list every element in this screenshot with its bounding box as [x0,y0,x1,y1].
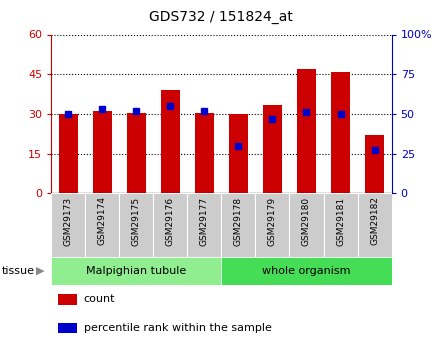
Bar [119,193,153,257]
Text: GSM29175: GSM29175 [132,196,141,246]
Text: GSM29181: GSM29181 [336,196,345,246]
Text: tissue: tissue [2,266,35,276]
Text: GDS732 / 151824_at: GDS732 / 151824_at [150,10,293,24]
Bar [93,111,112,193]
Text: GSM29182: GSM29182 [370,196,379,245]
Text: whole organism: whole organism [262,266,351,276]
Bar [59,114,77,193]
Bar [222,193,255,257]
Bar [290,193,324,257]
Bar [127,112,146,193]
Text: GSM29176: GSM29176 [166,196,175,246]
Bar [195,112,214,193]
Text: count: count [84,294,115,304]
Bar [51,257,222,285]
Bar [255,193,290,257]
Text: GSM29177: GSM29177 [200,196,209,246]
Bar [187,193,222,257]
Bar [229,114,248,193]
Bar [51,193,85,257]
Bar [222,257,392,285]
Text: GSM29180: GSM29180 [302,196,311,246]
Bar [58,323,77,333]
Text: ▶: ▶ [36,266,44,276]
Bar [331,71,350,193]
Text: GSM29178: GSM29178 [234,196,243,246]
Text: GSM29173: GSM29173 [64,196,73,246]
Bar [297,69,316,193]
Bar [324,193,358,257]
Text: percentile rank within the sample: percentile rank within the sample [84,323,271,333]
Text: GSM29174: GSM29174 [98,196,107,245]
Text: GSM29179: GSM29179 [268,196,277,246]
Bar [85,193,119,257]
Bar [358,193,392,257]
Bar [58,294,77,305]
Bar [153,193,187,257]
Bar [365,135,384,193]
Text: Malpighian tubule: Malpighian tubule [86,266,186,276]
Bar [161,90,180,193]
Bar [263,105,282,193]
